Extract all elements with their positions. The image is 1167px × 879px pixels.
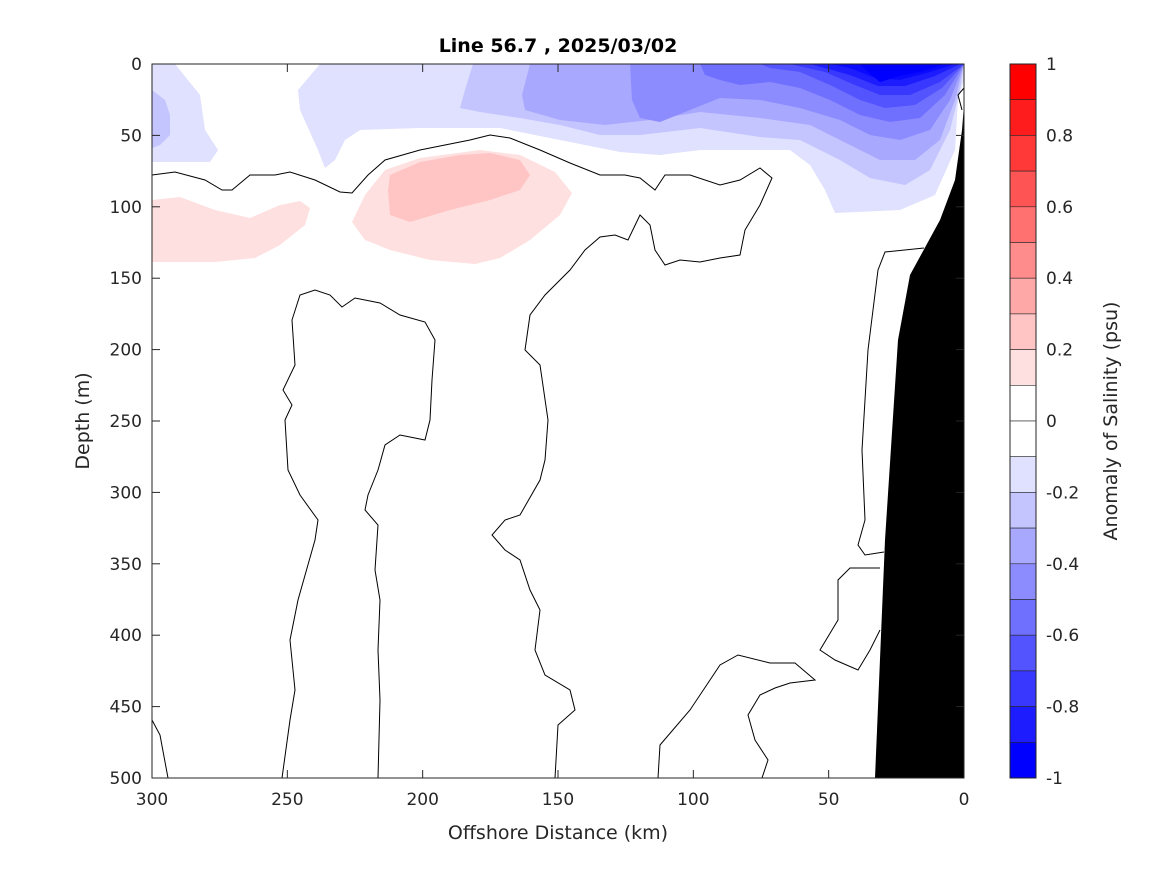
y-tick-label: 100 [110, 198, 142, 218]
bathymetry-land-mask [875, 105, 964, 778]
colorbar-tick-label: 0.8 [1046, 126, 1073, 146]
y-tick-label: 500 [110, 769, 142, 789]
colorbar-band [1009, 599, 1037, 636]
y-tick-label: 250 [110, 412, 142, 432]
colorbar-band [1009, 63, 1037, 101]
contour-fill-pos-0.2 [388, 153, 530, 222]
x-tick-label: 100 [677, 790, 709, 810]
x-tick-label: 250 [271, 790, 303, 810]
colorbar-band [1009, 313, 1037, 350]
y-tick-label: 0 [131, 55, 142, 75]
y-tick-label: 50 [120, 126, 142, 146]
colorbar-band [1009, 384, 1037, 422]
contour-fills [152, 64, 964, 264]
y-axis-label: Depth (m) [72, 372, 94, 469]
zero-contour-line [281, 289, 436, 779]
zero-contour-lines [151, 87, 965, 779]
x-axis: 300 250 200 150 100 50 0 [136, 64, 970, 810]
zero-contour-line [151, 719, 169, 779]
colorbar-band [1009, 527, 1037, 565]
x-tick-label: 200 [406, 790, 438, 810]
x-tick-label: 0 [959, 790, 970, 810]
zero-contour-line [819, 567, 881, 671]
colorbar-band [1009, 706, 1037, 743]
colorbar-band [1009, 741, 1037, 779]
colorbar-tick-label: -0.2 [1046, 483, 1079, 503]
colorbar-tick-label: 1 [1046, 55, 1057, 75]
colorbar-band [1009, 492, 1037, 529]
zero-contour-line [857, 247, 925, 556]
colorbar-tick-label: -0.6 [1046, 626, 1079, 646]
contour-fill-neg-0.1-left [152, 64, 218, 162]
colorbar-tick-label: -1 [1046, 769, 1063, 789]
y-tick-label: 300 [110, 483, 142, 503]
plot-area [151, 63, 965, 779]
colorbar-tick-label: -0.8 [1046, 698, 1079, 718]
colorbar: 1 0.8 0.6 0.4 0.2 0 -0.2 -0.4 -0.6 -0.8 -1 [1009, 55, 1079, 789]
colorbar-tick-label: 0.6 [1046, 198, 1073, 218]
colorbar-band [1009, 634, 1037, 672]
x-tick-label: 300 [136, 790, 168, 810]
zero-contour-line [957, 87, 965, 111]
colorbar-band [1009, 420, 1037, 458]
colorbar-tick-label: 0 [1046, 412, 1057, 432]
y-tick-label: 150 [110, 269, 142, 289]
colorbar-tick-label: 0.2 [1046, 341, 1073, 361]
x-tick-label: 50 [818, 790, 840, 810]
colorbar-band [1009, 135, 1037, 172]
x-tick-label: 150 [542, 790, 574, 810]
colorbar-band [1009, 456, 1037, 493]
colorbar-band [1009, 349, 1037, 386]
y-tick-label: 400 [110, 626, 142, 646]
colorbar-band [1009, 99, 1037, 136]
x-axis-label: Offshore Distance (km) [448, 822, 668, 844]
colorbar-band [1009, 206, 1037, 243]
contour-fill-neg-0.2-left [152, 90, 170, 148]
colorbar-frame [1009, 63, 1037, 779]
chart-title: Line 56.7 , 2025/03/02 [439, 35, 678, 57]
y-tick-label: 450 [110, 698, 142, 718]
colorbar-tick-label: -0.4 [1046, 555, 1079, 575]
contour-fill-neg-1.0 [860, 64, 945, 82]
colorbar-tick-label: 0.4 [1046, 269, 1073, 289]
contour-fill-pos-0.1-left [152, 197, 310, 262]
colorbar-label: Anomaly of Salinity (psu) [1100, 302, 1122, 541]
colorbar-band [1009, 170, 1037, 208]
zero-contour-line [657, 654, 817, 779]
colorbar-band [1009, 670, 1037, 707]
colorbar-band [1009, 563, 1037, 600]
y-axis: 0 50 100 150 200 250 300 350 400 450 500 [110, 55, 964, 789]
y-tick-label: 200 [110, 341, 142, 361]
zero-contour-line [151, 134, 773, 779]
colorbar-band [1009, 242, 1037, 279]
colorbar-band [1009, 277, 1037, 315]
y-tick-label: 350 [110, 555, 142, 575]
